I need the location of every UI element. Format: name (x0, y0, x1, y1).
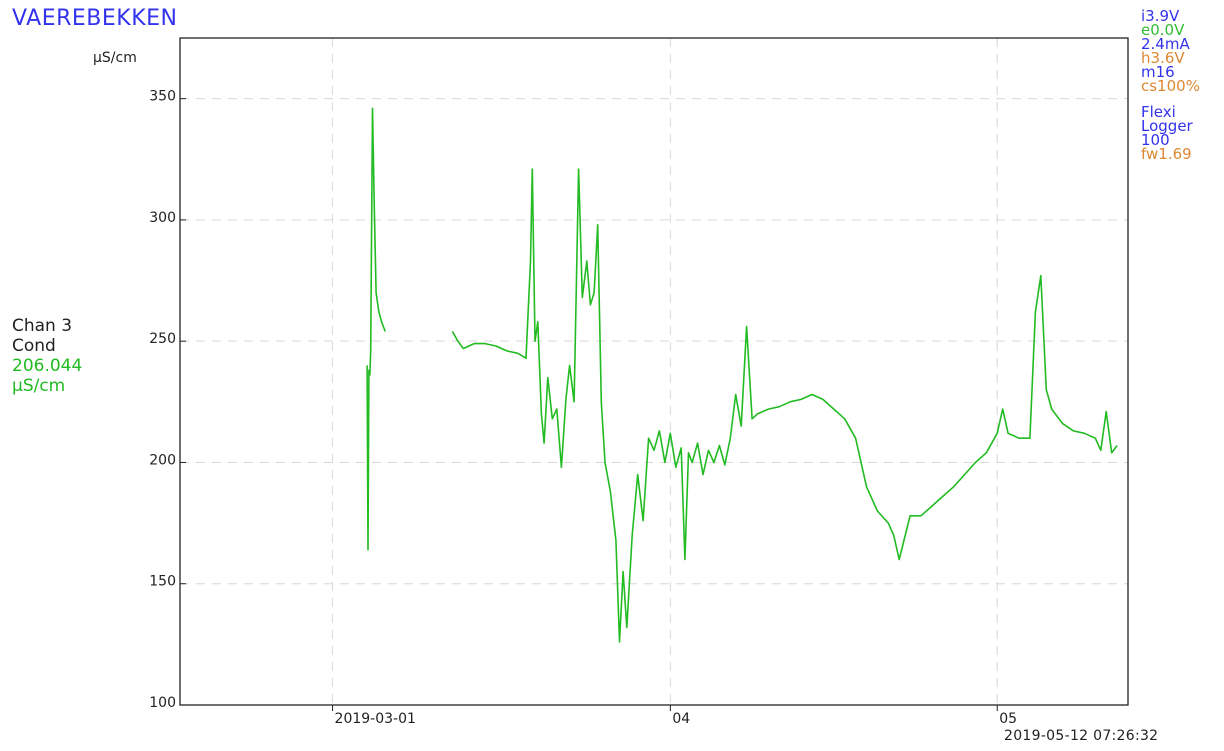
plot-frame (179, 37, 1129, 706)
logger-name-line-3: 100 (1141, 131, 1170, 149)
channel-panel: Chan 3 Cond 206.044 µS/cm (12, 316, 82, 396)
firmware-version: fw1.69 (1141, 145, 1192, 163)
y-axis-unit-label: µS/cm (93, 50, 137, 66)
cs-readout: cs100% (1141, 77, 1200, 95)
channel-unit: µS/cm (12, 376, 66, 396)
series-layer (366, 107, 1118, 643)
station-title: VAEREBEKKEN (12, 6, 178, 31)
y-tick-label: 100 (149, 695, 176, 711)
humidity-voltage-readout: h3.6V (1141, 49, 1185, 67)
conductivity-series-line (451, 168, 1118, 643)
y-tick-label: 200 (149, 452, 176, 468)
y-tick-label: 300 (149, 210, 176, 226)
logger-name-line-2: Logger (1141, 117, 1193, 135)
current-readout: 2.4mA (1141, 35, 1190, 53)
logger-status-panel: i3.9V e0.0V 2.4mA h3.6V m16 cs100% Flexi… (1141, 7, 1221, 163)
gridlines (180, 38, 1128, 706)
channel-name: Chan 3 (12, 316, 73, 336)
x-tick-label: 04 (672, 711, 690, 727)
tick-labels: 100 150 200 250 300 350 2019-03-01 04 05 (149, 89, 1017, 727)
y-tick-label: 250 (149, 331, 176, 347)
x-tick-label: 2019-03-01 (335, 711, 416, 727)
y-tick-label: 150 (149, 574, 176, 590)
logger-name-line-1: Flexi (1141, 103, 1176, 121)
conductivity-series-line (366, 107, 386, 551)
memory-readout: m16 (1141, 63, 1175, 81)
supply-voltage-readout: i3.9V (1141, 7, 1180, 25)
x-tick-label: 05 (999, 711, 1017, 727)
channel-value: 206.044 (12, 356, 83, 376)
y-tick-label: 350 (149, 89, 176, 105)
channel-type: Cond (12, 336, 56, 356)
last-reading-timestamp: 2019-05-12 07:26:32 (1004, 728, 1159, 744)
excitation-voltage-readout: e0.0V (1141, 21, 1185, 39)
